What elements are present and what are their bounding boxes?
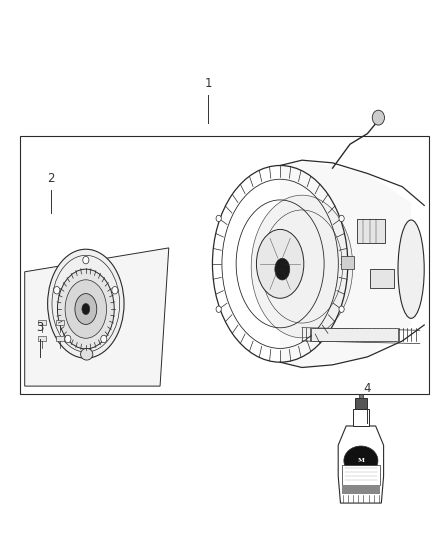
Bar [342, 465, 380, 484]
Bar [342, 484, 380, 494]
Circle shape [65, 335, 71, 343]
Bar [341, 256, 354, 269]
Text: M: M [357, 458, 364, 463]
Circle shape [54, 287, 60, 294]
Bar [357, 219, 385, 243]
Polygon shape [338, 426, 384, 503]
Bar [56, 320, 64, 325]
Ellipse shape [275, 259, 290, 280]
Text: 1: 1 [205, 77, 212, 90]
Polygon shape [25, 248, 169, 386]
Circle shape [339, 215, 344, 222]
Ellipse shape [65, 280, 106, 338]
Text: 4: 4 [364, 382, 371, 395]
Ellipse shape [82, 303, 90, 314]
Bar [38, 336, 46, 341]
Bar [20, 136, 428, 394]
Text: 2: 2 [47, 172, 55, 185]
Polygon shape [280, 160, 411, 368]
Bar [56, 336, 64, 341]
Bar [353, 409, 369, 426]
Ellipse shape [398, 220, 424, 318]
Circle shape [372, 110, 385, 125]
Circle shape [83, 256, 89, 264]
Circle shape [216, 306, 221, 312]
Circle shape [216, 215, 221, 222]
Circle shape [339, 306, 344, 312]
Ellipse shape [256, 229, 304, 298]
Bar [359, 393, 363, 398]
Bar [354, 398, 367, 409]
Bar [370, 269, 394, 288]
Circle shape [112, 287, 118, 294]
Ellipse shape [75, 294, 97, 325]
Bar [311, 328, 398, 341]
Ellipse shape [344, 446, 378, 475]
Ellipse shape [48, 249, 124, 358]
Ellipse shape [57, 269, 114, 349]
Ellipse shape [251, 195, 353, 338]
Bar [38, 320, 46, 325]
Ellipse shape [81, 349, 93, 360]
Circle shape [101, 335, 107, 343]
Text: 3: 3 [36, 321, 44, 334]
